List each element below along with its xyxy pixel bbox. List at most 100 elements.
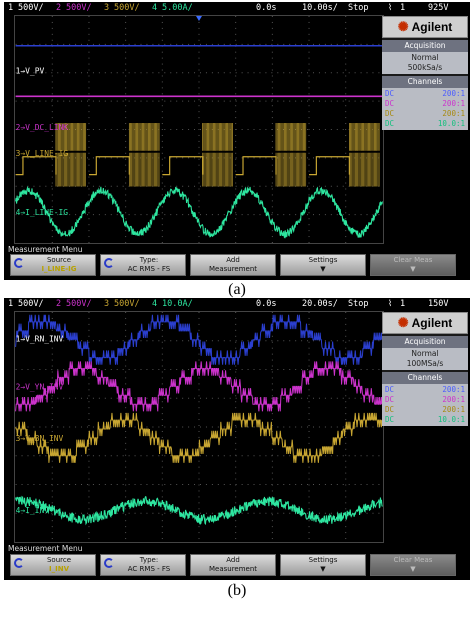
grid-dot <box>117 340 118 341</box>
clear-meas-softkey[interactable]: Clear Meas ▼ <box>370 554 456 576</box>
grid-dot <box>248 186 249 187</box>
grid-dot <box>331 513 332 514</box>
grid-dot <box>125 206 126 207</box>
grid-dot <box>51 72 52 73</box>
grid-dot <box>248 129 249 130</box>
source-softkey[interactable]: Source I_LINE-IG <box>10 254 96 276</box>
source-softkey[interactable]: Source I_INV <box>10 554 96 576</box>
grid-dot <box>265 513 266 514</box>
grid-dot <box>277 513 278 514</box>
grid-dot <box>33 484 34 485</box>
grid-dot <box>52 188 53 189</box>
ch1-scale[interactable]: 500V/ <box>18 2 44 14</box>
grid-dot <box>248 157 249 158</box>
grid-dot <box>75 484 76 485</box>
ch4-scale[interactable]: 5.00A/ <box>162 2 193 14</box>
grid-dot <box>52 377 53 378</box>
grid-dot <box>345 87 346 88</box>
ch1-scale[interactable]: 500V/ <box>18 298 44 310</box>
caption-b: (b) <box>0 582 474 600</box>
grid-dot <box>182 214 183 215</box>
grid-dot <box>27 484 28 485</box>
ch2-scale[interactable]: 500V/ <box>66 298 92 310</box>
grid-dot <box>309 490 310 491</box>
grid-dot <box>272 200 273 201</box>
grid-dot <box>182 427 183 428</box>
grid-dot <box>170 427 171 428</box>
grid-dot <box>162 413 163 414</box>
grid-dot <box>176 72 177 73</box>
ch2-scale[interactable]: 500V/ <box>66 2 92 14</box>
grid-dot <box>199 200 200 201</box>
grid-dot <box>331 214 332 215</box>
timebase-value[interactable]: 10.00s/ <box>302 2 338 14</box>
grid-dot <box>111 129 112 130</box>
grid-dot <box>164 398 165 399</box>
type-softkey[interactable]: Type: AC RMS - FS <box>100 554 186 576</box>
grid-dot <box>224 214 225 215</box>
add-measurement-softkey[interactable]: Add Measurement <box>190 254 276 276</box>
grid-dot <box>272 419 273 420</box>
ch3-scale[interactable]: 500V/ <box>114 298 140 310</box>
run-state[interactable]: Stop <box>348 298 368 310</box>
clear-meas-softkey[interactable]: Clear Meas ▼ <box>370 254 456 276</box>
grid-dot <box>170 129 171 130</box>
grid-dot <box>337 72 338 73</box>
grid-dot <box>63 398 64 399</box>
grid-dot <box>309 508 310 509</box>
grid-dot <box>52 159 53 160</box>
grid-dot <box>230 72 231 73</box>
grid-dot <box>194 129 195 130</box>
type-softkey[interactable]: Type: AC RMS - FS <box>100 254 186 276</box>
grid-dot <box>81 427 82 428</box>
grid-dot <box>345 508 346 509</box>
grid-dot <box>200 129 201 130</box>
grid-dot <box>361 214 362 215</box>
ch4-scale[interactable]: 10.0A/ <box>162 298 193 310</box>
grid-dot <box>182 369 183 370</box>
grid-dot <box>235 171 236 172</box>
add-measurement-softkey[interactable]: Add Measurement <box>190 554 276 576</box>
grid-dot <box>307 44 308 45</box>
timebase-value[interactable]: 20.00s/ <box>302 298 338 310</box>
grid-dot <box>271 72 272 73</box>
grid-dot <box>125 532 126 533</box>
grid-dot <box>248 427 249 428</box>
grid-dot <box>283 101 284 102</box>
grid-dot <box>235 479 236 480</box>
grid-dot <box>212 455 213 456</box>
delay-value[interactable]: 0.0s <box>256 298 276 310</box>
grid-dot <box>254 186 255 187</box>
trigger-level[interactable]: 150V <box>428 298 448 310</box>
settings-softkey[interactable]: Settings ▼ <box>280 254 366 276</box>
grid-dot <box>272 526 273 527</box>
grid-dot <box>22 369 23 370</box>
run-state[interactable]: Stop <box>348 2 368 14</box>
grid-dot <box>235 22 236 23</box>
grid-dot <box>309 348 310 349</box>
grid-dot <box>325 44 326 45</box>
grid-dot <box>158 427 159 428</box>
grid-dot <box>337 129 338 130</box>
grid-dot <box>230 455 231 456</box>
grid-dot <box>111 214 112 215</box>
grid-dot <box>295 427 296 428</box>
delay-value[interactable]: 0.0s <box>256 2 276 14</box>
trigger-level[interactable]: 925V <box>428 2 448 14</box>
grid-dot <box>355 455 356 456</box>
settings-softkey[interactable]: Settings ▼ <box>280 554 366 576</box>
grid-dot <box>57 72 58 73</box>
grid-dot <box>99 101 100 102</box>
ch3-scale[interactable]: 500V/ <box>114 2 140 14</box>
grid-dot <box>93 101 94 102</box>
grid-dot <box>199 360 200 361</box>
grid-dot <box>345 34 346 35</box>
grid-dot <box>16 44 17 45</box>
side-panel-a: ✺ Agilent Acquisition Normal 500kSa/s Ch… <box>382 16 468 130</box>
grid-dot <box>88 479 89 480</box>
grid-dot <box>123 44 124 45</box>
grid-dot <box>345 395 346 396</box>
grid-dot <box>57 369 58 370</box>
grid-dot <box>254 484 255 485</box>
channel-probe-ratio: 200:1 <box>442 109 465 119</box>
